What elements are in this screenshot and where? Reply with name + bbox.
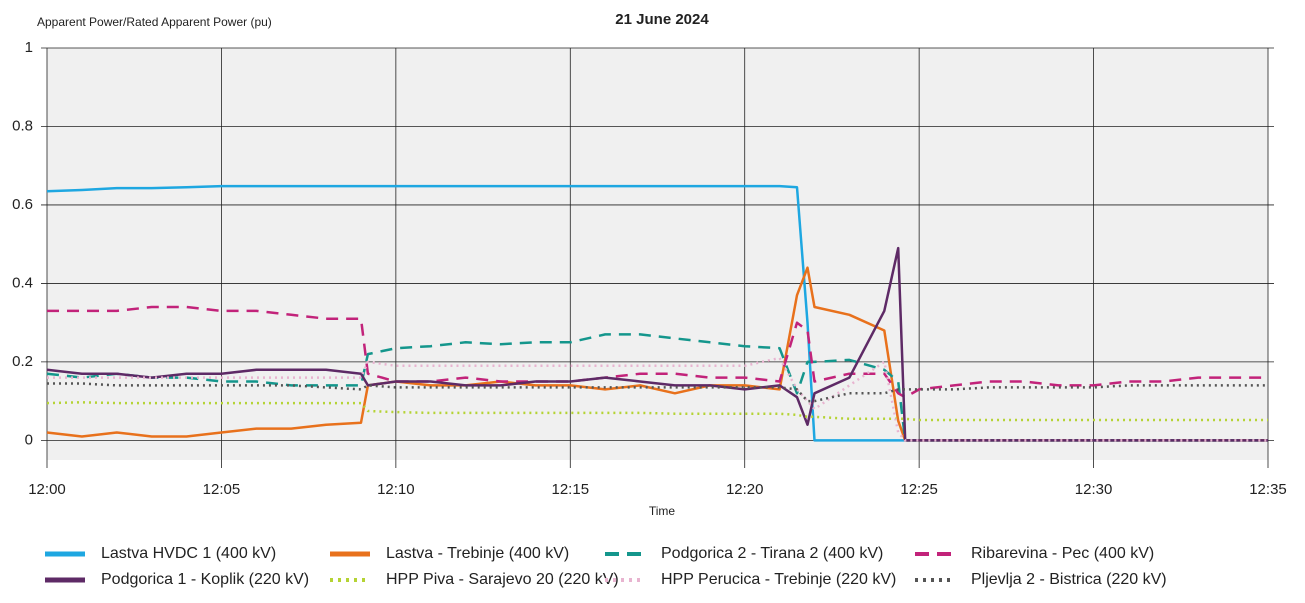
legend-label: HPP Perucica - Trebinje (220 kV) [661,571,896,588]
x-tick-label: 12:25 [900,481,938,498]
x-tick-label: 12:35 [1249,481,1287,498]
chart-title: 21 June 2024 [615,11,709,28]
series-line [46,401,1268,422]
x-tick-label: 12:00 [28,481,66,498]
x-tick-label: 12:15 [552,481,590,498]
x-axis-label: Time [649,504,676,518]
legend-label: Lastva - Trebinje (400 kV) [386,545,569,562]
legend-label: Podgorica 2 - Tirana 2 (400 kV) [661,545,883,562]
y-axis-label: Apparent Power/Rated Apparent Power (pu) [37,15,272,29]
legend-label: Lastva HVDC 1 (400 kV) [101,545,276,562]
x-tick-label: 12:30 [1075,481,1113,498]
series-line [47,356,1268,442]
series-line [47,305,1268,399]
x-tick-label: 12:05 [203,481,241,498]
y-tick-label: 0.2 [12,353,33,370]
plot-background [47,48,1268,460]
y-tick-label: 1 [25,39,33,56]
y-tick-label: 0.4 [12,274,33,291]
legend-label: Podgorica 1 - Koplik (220 kV) [101,571,309,588]
legend-label: HPP Piva - Sarajevo 20 (220 kV) [386,571,619,588]
x-tick-label: 12:20 [726,481,764,498]
y-tick-label: 0.8 [12,117,33,134]
legend-label: Pljevlja 2 - Bistrica (220 kV) [971,571,1167,588]
legend-label: Ribarevina - Pec (400 kV) [971,545,1154,562]
series-line [46,246,1268,442]
y-tick-label: 0.6 [12,196,33,213]
series-line [47,382,1268,403]
y-tick-label: 0 [25,431,33,448]
x-tick-label: 12:10 [377,481,415,498]
